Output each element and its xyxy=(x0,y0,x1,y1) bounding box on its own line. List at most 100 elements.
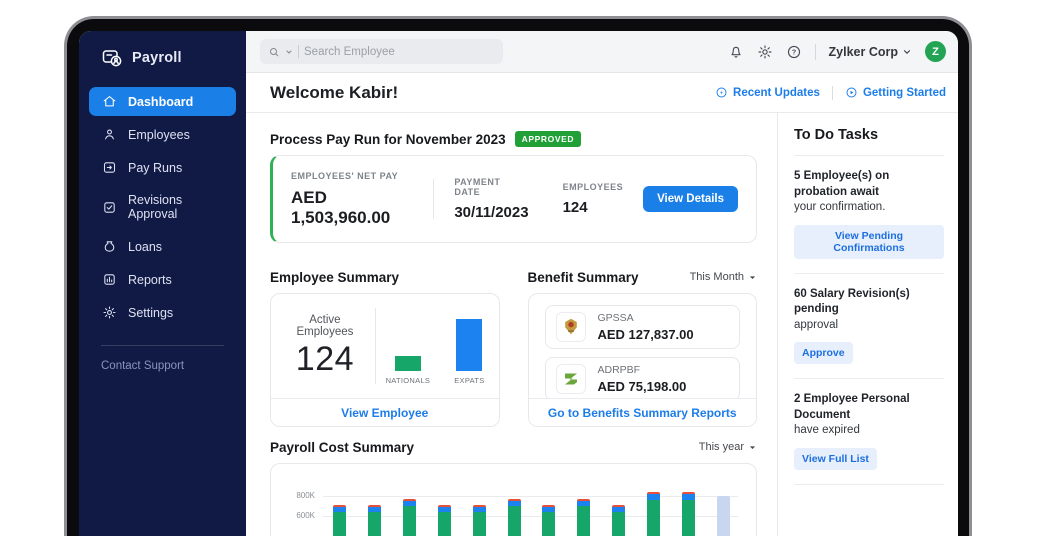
segment-green xyxy=(472,512,486,536)
sidebar-item-revisions-approval[interactable]: Revisions Approval xyxy=(89,186,236,228)
gear-icon[interactable] xyxy=(757,44,773,60)
chevron-down-icon xyxy=(749,275,756,279)
getting-started-link[interactable]: Getting Started xyxy=(845,86,946,99)
segment-blue xyxy=(647,494,661,500)
cost-bar-5 xyxy=(472,505,486,536)
segment-green xyxy=(507,506,521,536)
search-input[interactable] xyxy=(304,45,454,58)
cost-bar-3 xyxy=(402,499,416,536)
stat-value: 30/11/2023 xyxy=(454,204,529,221)
payrun-stat-employees-net-pay: EMPLOYEES' NET PAY AED 1,503,960.00 xyxy=(291,171,433,228)
segment-red xyxy=(682,492,696,494)
org-switcher[interactable]: Zylker Corp xyxy=(829,45,912,59)
sidebar-item-label: Dashboard xyxy=(128,94,194,109)
active-employees-label: Active Employees xyxy=(296,313,354,338)
benefit-summary-section: Benefit Summary This Month GPSSA xyxy=(527,269,757,427)
todo-task-1: 5 Employee(s) on probation await your co… xyxy=(794,156,944,274)
payrun-box-arrow-icon xyxy=(102,160,117,175)
payroll-cost-chart: 800K 600K xyxy=(279,478,746,536)
benefit-card-footer: Go to Benefits Summary Reports xyxy=(528,398,756,426)
cost-bar-2 xyxy=(367,505,381,536)
view-details-button[interactable]: View Details xyxy=(643,186,738,212)
status-badge: APPROVED xyxy=(514,131,582,147)
payroll-cost-filter-dropdown[interactable]: This year xyxy=(699,441,757,453)
topbar-actions: ? Zylker Corp Z xyxy=(728,41,946,62)
active-employees-count: 124 xyxy=(295,339,355,378)
search-divider xyxy=(298,45,299,58)
segment-red xyxy=(367,505,381,507)
payrun-section-header: Process Pay Run for November 2023 APPROV… xyxy=(270,131,757,147)
vertical-divider xyxy=(374,308,376,384)
stat-value: AED 1,503,960.00 xyxy=(291,187,391,227)
segment-red xyxy=(402,499,416,501)
vertical-divider xyxy=(433,179,435,219)
sidebar-item-label: Pay Runs xyxy=(128,160,183,175)
task-action-button-approve[interactable]: Approve xyxy=(794,342,853,365)
employee-summary-card: Active Employees 124 NATIONALS EXPATS xyxy=(270,293,500,427)
task-action-button-view-full-list[interactable]: View Full List xyxy=(794,447,877,470)
sidebar-item-dashboard[interactable]: Dashboard xyxy=(89,87,236,116)
app-screen: Payroll Dashboard Employees Pay Runs Rev… xyxy=(79,31,958,536)
payroll-cost-header: Payroll Cost Summary This year xyxy=(270,439,757,455)
segment-green xyxy=(367,512,381,536)
payroll-cost-title: Payroll Cost Summary xyxy=(270,439,415,455)
sidebar-item-reports[interactable]: Reports xyxy=(89,265,236,294)
sidebar-item-pay-runs[interactable]: Pay Runs xyxy=(89,153,236,182)
benefit-item-adrpbf[interactable]: ADRPBF AED 75,198.00 xyxy=(544,357,740,398)
task-text: 2 Employee Personal Document xyxy=(794,393,910,421)
benefit-item-gpssa[interactable]: GPSSA AED 127,837.00 xyxy=(544,305,740,349)
benefit-name: ADRPBF xyxy=(597,364,641,376)
cost-bar-7 xyxy=(542,505,556,536)
cost-bar-10 xyxy=(647,492,661,536)
chevron-down-icon[interactable] xyxy=(285,48,293,56)
bell-icon[interactable] xyxy=(728,44,744,60)
contact-support-link[interactable]: Contact Support xyxy=(101,360,185,372)
view-employee-link[interactable]: View Employee xyxy=(341,405,429,420)
adrpbf-logo-icon xyxy=(555,364,586,394)
welcome-header: Welcome Kabir! Recent Updates Getting St… xyxy=(246,73,958,113)
sidebar-item-employees[interactable]: Employees xyxy=(89,120,236,149)
employee-card-footer: View Employee xyxy=(271,398,499,426)
task-text-continued: have expired xyxy=(794,424,860,437)
benefit-name: GPSSA xyxy=(597,312,634,324)
segment-blue xyxy=(402,501,416,506)
segment-blue xyxy=(612,507,626,512)
search-icon xyxy=(270,47,279,56)
sidebar-item-settings[interactable]: Settings xyxy=(89,298,236,327)
task-action-button-view-pending-confirmations[interactable]: View Pending Confirmations xyxy=(794,224,944,259)
stat-label: EMPLOYEES xyxy=(562,182,624,192)
segment-red xyxy=(437,505,451,507)
employee-split-chart: NATIONALS EXPATS xyxy=(386,307,485,385)
benefit-filter-dropdown[interactable]: This Month xyxy=(690,271,757,283)
employee-summary-title: Employee Summary xyxy=(270,269,400,285)
stat-label: PAYMENT DATE xyxy=(454,177,501,197)
segment-blue xyxy=(542,507,556,512)
benefits-reports-link[interactable]: Go to Benefits Summary Reports xyxy=(547,405,737,420)
active-employees-block: Active Employees 124 xyxy=(285,314,365,379)
benefit-amount: AED 127,837.00 xyxy=(597,327,694,342)
sidebar-divider xyxy=(101,345,224,346)
sidebar-item-label: Reports xyxy=(128,272,172,287)
page-title: Welcome Kabir! xyxy=(270,82,399,102)
app-logo: Payroll xyxy=(79,31,246,83)
sidebar-item-label: Revisions Approval xyxy=(128,193,183,221)
employee-summary-section: Employee Summary Active Employees 124 xyxy=(270,269,500,427)
payrun-stat-payment-date: PAYMENT DATE 30/11/2023 xyxy=(454,177,562,221)
gridline xyxy=(323,496,738,497)
header-links: Recent Updates Getting Started xyxy=(715,85,946,100)
payrun-card: EMPLOYEES' NET PAY AED 1,503,960.00 PAYME… xyxy=(270,155,757,243)
employee-split-bar-expats: EXPATS xyxy=(454,307,484,385)
todo-title: To Do Tasks xyxy=(794,127,944,156)
cost-bar-4 xyxy=(437,505,451,536)
todo-task-3: 2 Employee Personal Document have expire… xyxy=(794,379,944,485)
home-icon xyxy=(102,94,117,109)
sidebar-nav: Dashboard Employees Pay Runs Revisions A… xyxy=(79,83,246,331)
svg-text:?: ? xyxy=(791,49,795,56)
recent-updates-link[interactable]: Recent Updates xyxy=(715,86,820,99)
search-bar[interactable] xyxy=(260,39,503,64)
avatar[interactable]: Z xyxy=(925,41,946,62)
segment-blue xyxy=(682,494,696,500)
sidebar-item-loans[interactable]: Loans xyxy=(89,232,236,261)
payrun-stats: EMPLOYEES' NET PAY AED 1,503,960.00 PAYME… xyxy=(291,171,643,228)
help-icon[interactable]: ? xyxy=(786,44,802,60)
